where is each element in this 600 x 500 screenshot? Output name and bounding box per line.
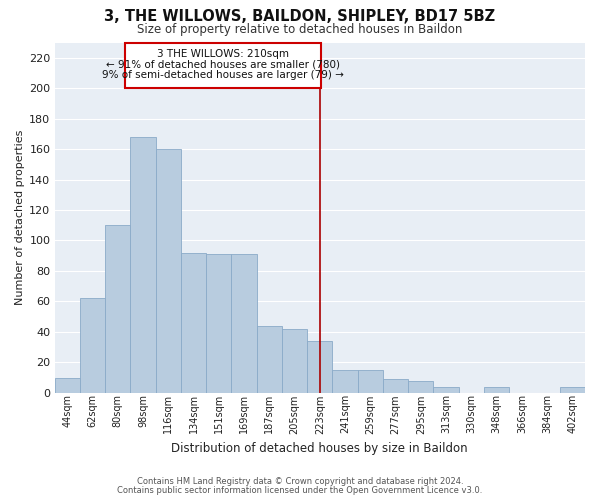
Bar [105, 226, 130, 393]
Bar [80, 298, 105, 393]
Bar [408, 380, 433, 393]
Bar [358, 370, 383, 393]
Bar [181, 252, 206, 393]
Text: Size of property relative to detached houses in Baildon: Size of property relative to detached ho… [137, 22, 463, 36]
Bar [282, 329, 307, 393]
Bar [383, 379, 408, 393]
Text: 9% of semi-detached houses are larger (79) →: 9% of semi-detached houses are larger (7… [102, 70, 344, 80]
Bar [206, 254, 232, 393]
Text: Contains public sector information licensed under the Open Government Licence v3: Contains public sector information licen… [118, 486, 482, 495]
X-axis label: Distribution of detached houses by size in Baildon: Distribution of detached houses by size … [172, 442, 468, 455]
Y-axis label: Number of detached properties: Number of detached properties [15, 130, 25, 306]
Bar [484, 386, 509, 393]
Text: 3, THE WILLOWS, BAILDON, SHIPLEY, BD17 5BZ: 3, THE WILLOWS, BAILDON, SHIPLEY, BD17 5… [104, 9, 496, 24]
Bar [55, 378, 80, 393]
Text: ← 91% of detached houses are smaller (780): ← 91% of detached houses are smaller (78… [106, 60, 340, 70]
Bar [433, 386, 459, 393]
Bar [257, 326, 282, 393]
Bar [155, 149, 181, 393]
Text: 3 THE WILLOWS: 210sqm: 3 THE WILLOWS: 210sqm [157, 48, 289, 58]
Bar [130, 137, 155, 393]
Bar [332, 370, 358, 393]
Text: Contains HM Land Registry data © Crown copyright and database right 2024.: Contains HM Land Registry data © Crown c… [137, 477, 463, 486]
Bar [232, 254, 257, 393]
Bar [125, 42, 321, 88]
Bar [307, 341, 332, 393]
Bar [560, 386, 585, 393]
